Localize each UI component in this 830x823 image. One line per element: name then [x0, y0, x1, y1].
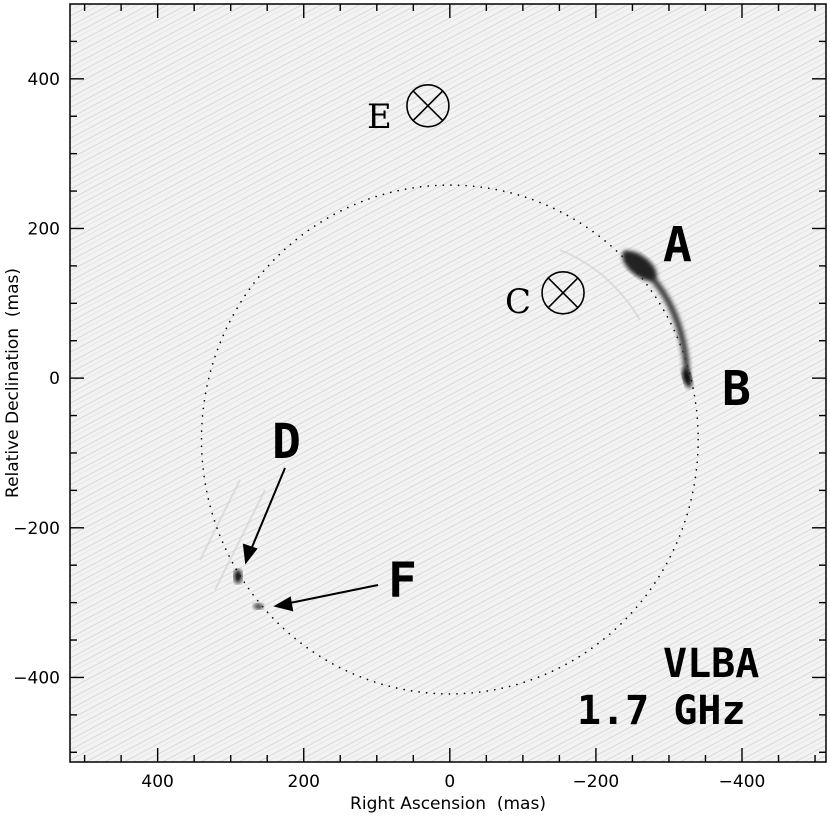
plot-area	[70, 4, 826, 762]
arrow-f	[273, 584, 379, 612]
components-layer	[234, 250, 692, 610]
y-tick-label: 0	[49, 369, 60, 389]
annotation-instrument: VLBA	[663, 641, 759, 687]
x-tick-label: −200	[573, 772, 620, 792]
marker-e-symbol	[406, 83, 450, 128]
marker-label-e: E	[367, 97, 392, 137]
component-b	[682, 368, 692, 388]
y-tick-label: −400	[13, 668, 60, 688]
marker-cross-2	[412, 90, 444, 122]
x-tick-label: 0	[444, 772, 455, 792]
marker-circle	[541, 271, 585, 315]
y-tick-label: −200	[13, 519, 60, 539]
ticks-layer: 400 200 0 −200 −400 400 200 0 −200 −400	[13, 4, 826, 792]
plot-frame	[69, 3, 827, 763]
dotted-ring	[200, 184, 699, 695]
label-b: B	[722, 361, 751, 417]
x-tick-label: −400	[719, 772, 766, 792]
label-a: A	[663, 217, 692, 273]
annotation-frequency: 1.7 GHz	[577, 688, 746, 734]
dotted-ring-ellipse	[200, 184, 699, 695]
component-f	[253, 603, 264, 610]
marker-label-c: C	[505, 282, 531, 322]
markers-layer	[406, 83, 585, 315]
marker-circle	[406, 83, 450, 128]
component-d	[234, 569, 242, 584]
y-tick-label: 400	[28, 70, 60, 90]
label-f: F	[388, 553, 417, 609]
y-axis-title: Relative Declination (mas)	[3, 268, 23, 498]
arrow-d	[242, 467, 286, 565]
x-axis-title: Right Ascension (mas)	[350, 794, 546, 814]
marker-c-symbol	[541, 271, 585, 315]
x-tick-label: 200	[288, 772, 320, 792]
ripple-texture	[199, 249, 641, 591]
x-tick-label: 400	[141, 772, 173, 792]
component-a	[622, 251, 657, 281]
y-tick-label: 200	[28, 219, 60, 239]
marker-cross-2	[547, 277, 579, 309]
label-d: D	[272, 414, 301, 470]
